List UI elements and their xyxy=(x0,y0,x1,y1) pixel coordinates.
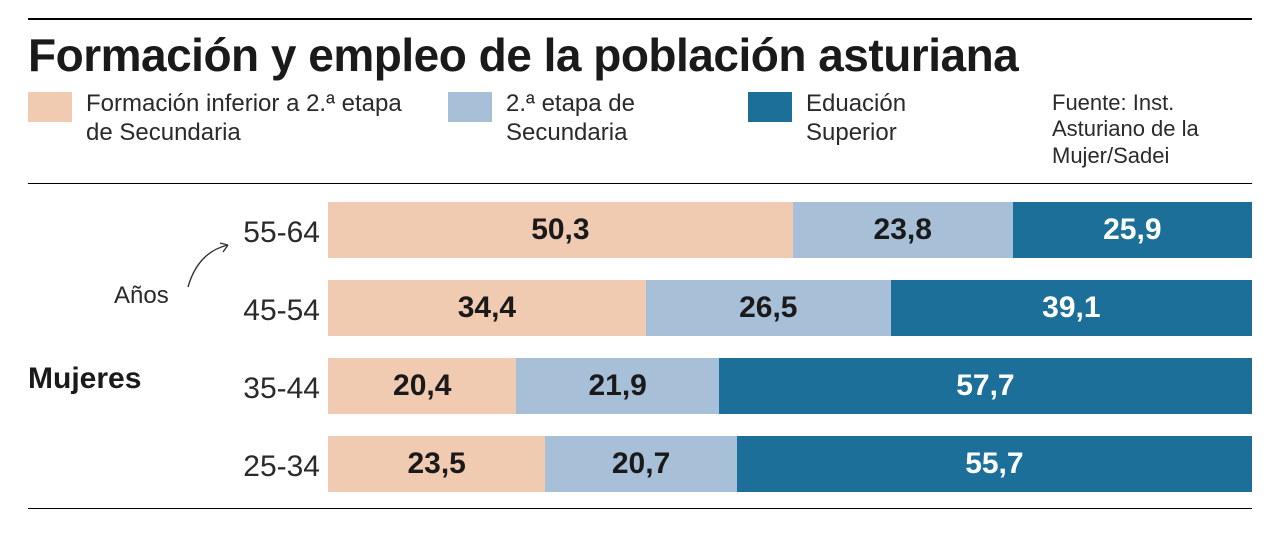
legend-row: Formación inferior a 2.ª etapa de Secund… xyxy=(28,90,1252,179)
bar-row-2: 20,421,957,7 xyxy=(328,358,1252,414)
bar-row-0: 50,323,825,9 xyxy=(328,202,1252,258)
legend-label-1: 2.ª etapa de Secundaria xyxy=(506,90,748,148)
legend-item-1: 2.ª etapa de Secundaria xyxy=(448,90,748,148)
legend-swatch-0 xyxy=(28,92,72,122)
bar-0-seg-0: 50,3 xyxy=(328,202,793,258)
chart-bars-col: 50,323,825,9 34,426,539,1 20,421,957,7 2… xyxy=(328,202,1252,514)
age-label-0: 55-64 xyxy=(243,216,320,250)
age-label-1: 45-54 xyxy=(243,294,320,328)
bar-1-seg-2: 39,1 xyxy=(891,280,1252,336)
bar-row-3: 23,520,755,7 xyxy=(328,436,1252,492)
chart-source: Fuente: Inst. Asturiano de la Mujer/Sade… xyxy=(1052,90,1252,169)
legend-item-2: Eduación Superior xyxy=(748,90,988,148)
chart-container: Formación y empleo de la población astur… xyxy=(0,0,1280,519)
bar-3-seg-0: 23,5 xyxy=(328,436,545,492)
legend-swatch-2 xyxy=(748,92,792,122)
group-label: Mujeres xyxy=(28,362,141,396)
legend-swatch-1 xyxy=(448,92,492,122)
bar-2-seg-0: 20,4 xyxy=(328,358,516,414)
bar-0-seg-2: 25,9 xyxy=(1013,202,1252,258)
legend-item-0: Formación inferior a 2.ª etapa de Secund… xyxy=(28,90,448,148)
chart-title: Formación y empleo de la población astur… xyxy=(28,28,1252,82)
bar-1-seg-0: 34,4 xyxy=(328,280,646,336)
rule-legend xyxy=(28,183,1252,184)
age-label-2: 35-44 xyxy=(243,372,320,406)
bar-2-seg-1: 21,9 xyxy=(516,358,718,414)
bar-3-seg-1: 20,7 xyxy=(545,436,736,492)
legend-label-2: Eduación Superior xyxy=(806,90,988,148)
bar-2-seg-2: 57,7 xyxy=(719,358,1252,414)
chart-left-col: Mujeres Años 55-64 45-54 35-44 25-34 xyxy=(28,202,328,514)
bar-3-seg-2: 55,7 xyxy=(737,436,1252,492)
age-label-3: 25-34 xyxy=(243,450,320,484)
legend-label-0: Formación inferior a 2.ª etapa de Secund… xyxy=(86,90,406,148)
bar-0-seg-1: 23,8 xyxy=(793,202,1013,258)
chart-body: Mujeres Años 55-64 45-54 35-44 25-34 50,… xyxy=(28,202,1252,514)
bar-row-1: 34,426,539,1 xyxy=(328,280,1252,336)
arrow-icon xyxy=(178,237,238,297)
bar-1-seg-1: 26,5 xyxy=(646,280,891,336)
axis-label: Años xyxy=(114,282,169,310)
rule-top xyxy=(28,18,1252,20)
